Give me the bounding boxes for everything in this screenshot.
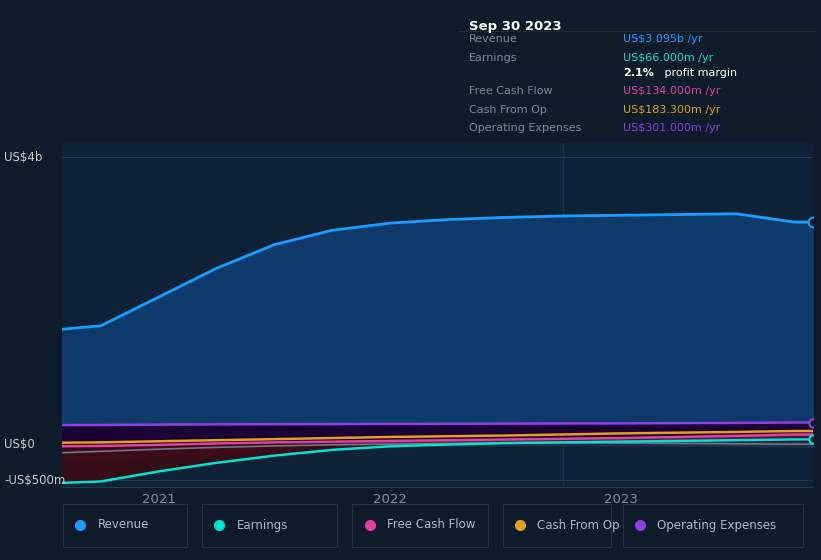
Text: Free Cash Flow: Free Cash Flow xyxy=(469,86,553,96)
Text: Cash From Op: Cash From Op xyxy=(537,519,620,531)
Text: profit margin: profit margin xyxy=(661,68,737,78)
Text: Free Cash Flow: Free Cash Flow xyxy=(387,519,475,531)
Text: Operating Expenses: Operating Expenses xyxy=(469,123,581,133)
Text: Revenue: Revenue xyxy=(469,35,517,44)
Text: Earnings: Earnings xyxy=(469,53,517,63)
Text: US$134.000m /yr: US$134.000m /yr xyxy=(623,86,721,96)
Text: Revenue: Revenue xyxy=(98,519,149,531)
Text: Cash From Op: Cash From Op xyxy=(469,105,547,114)
Text: 2.1%: 2.1% xyxy=(623,68,654,78)
Text: US$301.000m /yr: US$301.000m /yr xyxy=(623,123,720,133)
Text: US$3.095b /yr: US$3.095b /yr xyxy=(623,35,703,44)
Text: US$4b: US$4b xyxy=(4,151,43,164)
Text: Operating Expenses: Operating Expenses xyxy=(658,519,777,531)
Text: -US$500m: -US$500m xyxy=(4,474,66,487)
Text: US$0: US$0 xyxy=(4,438,34,451)
Text: US$66.000m /yr: US$66.000m /yr xyxy=(623,53,713,63)
Text: Sep 30 2023: Sep 30 2023 xyxy=(469,20,562,33)
Text: US$183.300m /yr: US$183.300m /yr xyxy=(623,105,721,114)
Text: Earnings: Earnings xyxy=(236,519,288,531)
